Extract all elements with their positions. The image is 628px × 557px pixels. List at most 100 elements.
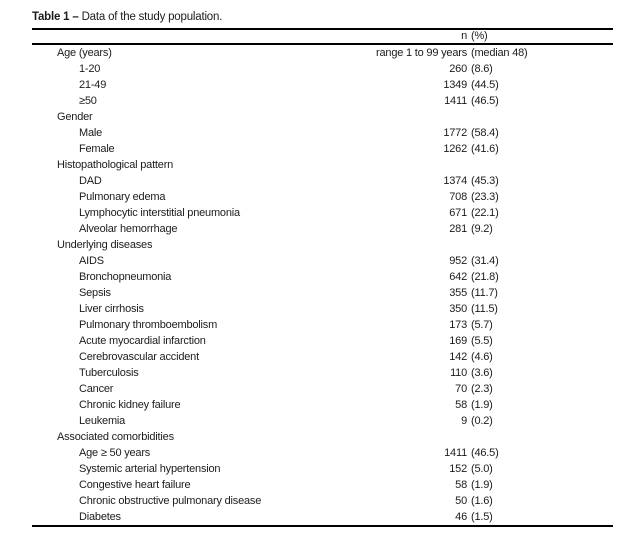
- table-body: Age (years) range 1 to 99 years (median …: [32, 45, 613, 525]
- row-label: Chronic obstructive pulmonary disease: [79, 495, 262, 507]
- table-row: Gender: [32, 109, 613, 125]
- table-header-row: n (%): [32, 30, 613, 43]
- row-pct-value: (1.6): [471, 495, 493, 507]
- row-n-value: 1772: [443, 127, 467, 139]
- row-n-value: 952: [449, 255, 467, 267]
- table-row: 1-20 260 (8.6): [32, 61, 613, 77]
- row-n-value: 58: [455, 479, 467, 491]
- table-row: Alveolar hemorrhage 281 (9.2): [32, 221, 613, 237]
- row-label: AIDS: [79, 255, 104, 267]
- row-n-value: 1262: [443, 143, 467, 155]
- table-caption: Table 1 – Data of the study population.: [32, 10, 613, 24]
- row-label: Tuberculosis: [79, 367, 139, 379]
- table-row: Congestive heart failure 58 (1.9): [32, 477, 613, 493]
- table-row: Systemic arterial hypertension 152 (5.0): [32, 461, 613, 477]
- header-n: n: [461, 30, 467, 42]
- row-label: Lymphocytic interstitial pneumonia: [79, 207, 240, 219]
- row-label: Acute myocardial infarction: [79, 335, 206, 347]
- row-label: Age (years): [57, 47, 112, 59]
- row-label: ≥50: [79, 95, 97, 107]
- row-label: Associated comorbidities: [57, 431, 174, 443]
- row-n-value: 142: [449, 351, 467, 363]
- row-label: Diabetes: [79, 511, 121, 523]
- table-row: Pulmonary thromboembolism 173 (5.7): [32, 317, 613, 333]
- row-n-value: 1411: [444, 447, 467, 459]
- table-row: Lymphocytic interstitial pneumonia 671 (…: [32, 205, 613, 221]
- row-n-value: 58: [455, 399, 467, 411]
- table-header-rule: [32, 43, 613, 45]
- row-label: Pulmonary edema: [79, 191, 166, 203]
- row-label: Alveolar hemorrhage: [79, 223, 178, 235]
- table-row: Chronic obstructive pulmonary disease 50…: [32, 493, 613, 509]
- table-caption-text: Data of the study population.: [81, 11, 223, 23]
- row-n-value: 708: [449, 191, 467, 203]
- row-label: Gender: [57, 111, 93, 123]
- row-pct-value: (4.6): [471, 351, 493, 363]
- table-row: Sepsis 355 (11.7): [32, 285, 613, 301]
- row-pct-value: (0.2): [471, 415, 493, 427]
- row-pct-value: (5.7): [471, 319, 493, 331]
- row-pct-value: (5.0): [471, 463, 493, 475]
- row-pct-value: (1.5): [471, 511, 493, 523]
- row-pct-value: (44.5): [471, 79, 499, 91]
- row-pct-value: (58.4): [471, 127, 499, 139]
- row-n-value: 281: [449, 223, 467, 235]
- row-pct-value: (3.6): [471, 367, 493, 379]
- row-n-value: 110: [450, 367, 467, 379]
- table-row: Age (years) range 1 to 99 years (median …: [32, 45, 613, 61]
- row-pct-value: (1.9): [471, 479, 493, 491]
- row-n-value: 642: [449, 271, 467, 283]
- row-label: Liver cirrhosis: [79, 303, 144, 315]
- row-pct-value: (23.3): [471, 191, 499, 203]
- table-row: Age ≥ 50 years 1411 (46.5): [32, 445, 613, 461]
- row-n-value: 671: [449, 207, 467, 219]
- row-label: Chronic kidney failure: [79, 399, 181, 411]
- row-n-value: range 1 to 99 years: [376, 47, 467, 59]
- row-pct-value: (2.3): [471, 383, 493, 395]
- table-row: Acute myocardial infarction 169 (5.5): [32, 333, 613, 349]
- table-top-rule: [32, 28, 613, 30]
- table-number-label: Table 1 –: [32, 11, 79, 23]
- table-row: Histopathological pattern: [32, 157, 613, 173]
- table-row: Leukemia 9 (0.2): [32, 413, 613, 429]
- row-label: Congestive heart failure: [79, 479, 191, 491]
- table-row: Female 1262 (41.6): [32, 141, 613, 157]
- row-n-value: 260: [449, 63, 467, 75]
- row-n-value: 169: [449, 335, 467, 347]
- row-pct-value: (8.6): [471, 63, 493, 75]
- row-n-value: 350: [449, 303, 467, 315]
- row-label: 21-49: [79, 79, 107, 91]
- row-pct-value: (21.8): [471, 271, 499, 283]
- row-pct-value: (22.1): [471, 207, 499, 219]
- table-row: Tuberculosis 110 (3.6): [32, 365, 613, 381]
- table-row: DAD 1374 (45.3): [32, 173, 613, 189]
- row-pct-value: (31.4): [471, 255, 499, 267]
- row-label: Leukemia: [79, 415, 126, 427]
- table-row: 21-49 1349 (44.5): [32, 77, 613, 93]
- table-row: Liver cirrhosis 350 (11.5): [32, 301, 613, 317]
- row-label: 1-20: [79, 63, 101, 75]
- table-row: ≥50 1411 (46.5): [32, 93, 613, 109]
- row-pct-value: (11.7): [471, 287, 498, 299]
- row-n-value: 46: [455, 511, 467, 523]
- table-row: Pulmonary edema 708 (23.3): [32, 189, 613, 205]
- row-label: Age ≥ 50 years: [79, 447, 151, 459]
- row-label: Systemic arterial hypertension: [79, 463, 221, 475]
- table-bottom-rule: [32, 525, 613, 527]
- row-pct-value: (5.5): [471, 335, 493, 347]
- row-label: Cancer: [79, 383, 114, 395]
- study-population-table: Table 1 – Data of the study population. …: [32, 0, 613, 527]
- row-pct-value: (median 48): [471, 47, 528, 59]
- table-row: Cancer 70 (2.3): [32, 381, 613, 397]
- row-label: Histopathological pattern: [57, 159, 174, 171]
- row-n-value: 355: [449, 287, 467, 299]
- row-pct-value: (45.3): [471, 175, 499, 187]
- row-label: Cerebrovascular accident: [79, 351, 199, 363]
- row-label: DAD: [79, 175, 102, 187]
- row-pct-value: (46.5): [471, 95, 499, 107]
- row-n-value: 1374: [443, 175, 467, 187]
- table-row: Bronchopneumonia 642 (21.8): [32, 269, 613, 285]
- table-row: Associated comorbidities: [32, 429, 613, 445]
- row-label: Female: [79, 143, 115, 155]
